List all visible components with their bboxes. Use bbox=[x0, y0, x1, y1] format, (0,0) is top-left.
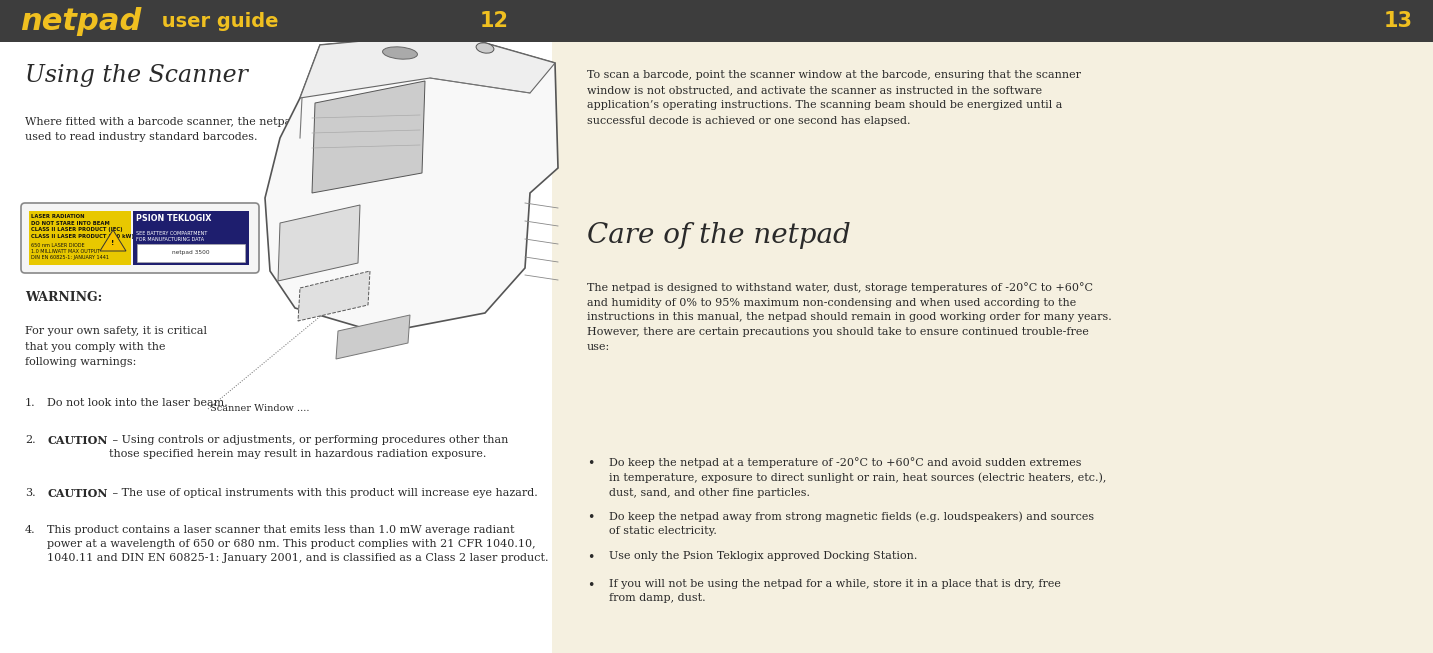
Text: – The use of optical instruments with this product will increase eye hazard.: – The use of optical instruments with th… bbox=[109, 488, 537, 498]
Text: Care of the netpad: Care of the netpad bbox=[586, 222, 850, 249]
Text: •: • bbox=[586, 511, 595, 524]
Text: 1.: 1. bbox=[24, 398, 36, 408]
Bar bbox=[29, 211, 130, 265]
Text: 3.: 3. bbox=[24, 488, 36, 498]
Polygon shape bbox=[298, 271, 370, 321]
Text: PSION TEKLOGIX: PSION TEKLOGIX bbox=[136, 214, 212, 223]
Text: user guide: user guide bbox=[155, 12, 278, 31]
Text: Use only the Psion Teklogix approved Docking Station.: Use only the Psion Teklogix approved Doc… bbox=[609, 551, 917, 561]
Polygon shape bbox=[299, 33, 555, 98]
Text: LASER RADIATION
DO NOT STARE INTO BEAM
CLASS II LASER PRODUCT (IEC)
CLASS II LAS: LASER RADIATION DO NOT STARE INTO BEAM C… bbox=[32, 214, 133, 239]
Polygon shape bbox=[312, 81, 426, 193]
Bar bbox=[552, 42, 1433, 653]
Text: WARNING:: WARNING: bbox=[24, 291, 102, 304]
Text: •: • bbox=[586, 579, 595, 592]
Text: For your own safety, it is critical
that you comply with the
following warnings:: For your own safety, it is critical that… bbox=[24, 326, 206, 367]
Text: Using the Scanner: Using the Scanner bbox=[24, 64, 248, 87]
Text: To scan a barcode, point the scanner window at the barcode, ensuring that the sc: To scan a barcode, point the scanner win… bbox=[586, 70, 1080, 125]
Text: •: • bbox=[586, 457, 595, 470]
Text: – Using controls or adjustments, or performing procedures other than
those speci: – Using controls or adjustments, or perf… bbox=[109, 435, 509, 459]
Text: 13: 13 bbox=[1384, 11, 1413, 31]
Text: netpad 3500: netpad 3500 bbox=[172, 251, 209, 255]
Text: Do keep the netpad away from strong magnetic fields (e.g. loudspeakers) and sour: Do keep the netpad away from strong magn… bbox=[609, 511, 1093, 536]
Text: Where fitted with a barcode scanner, the netpad may be
used to read industry sta: Where fitted with a barcode scanner, the… bbox=[24, 117, 342, 142]
Text: Do keep the netpad at a temperature of -20°C to +60°C and avoid sudden extremes
: Do keep the netpad at a temperature of -… bbox=[609, 457, 1106, 498]
Text: SEE BATTERY COMPARTMENT
FOR MANUFACTURING DATA: SEE BATTERY COMPARTMENT FOR MANUFACTURIN… bbox=[136, 231, 208, 242]
Text: netpad: netpad bbox=[20, 7, 142, 35]
Polygon shape bbox=[278, 205, 360, 281]
Text: CAUTION: CAUTION bbox=[47, 435, 107, 446]
Text: 650 nm LASER DIODE
1.0 MILLIWATT MAX OUTPUT
DIN EN 60825-1: JANUARY 1441: 650 nm LASER DIODE 1.0 MILLIWATT MAX OUT… bbox=[32, 243, 109, 261]
Bar bbox=[0, 0, 1433, 42]
Bar bbox=[133, 211, 249, 265]
Text: CAUTION: CAUTION bbox=[47, 488, 107, 499]
Polygon shape bbox=[335, 315, 410, 359]
Text: 2.: 2. bbox=[24, 435, 36, 445]
FancyBboxPatch shape bbox=[21, 203, 259, 273]
Text: !: ! bbox=[112, 240, 115, 246]
Text: If you will not be using the netpad for a while, store it in a place that is dry: If you will not be using the netpad for … bbox=[609, 579, 1060, 603]
Text: Scanner Window ....: Scanner Window .... bbox=[211, 404, 310, 413]
Bar bbox=[0, 42, 552, 653]
Text: The netpad is designed to withstand water, dust, storage temperatures of -20°C t: The netpad is designed to withstand wate… bbox=[586, 282, 1112, 352]
Text: •: • bbox=[586, 551, 595, 564]
Ellipse shape bbox=[476, 43, 494, 53]
Polygon shape bbox=[265, 33, 557, 333]
Text: 12: 12 bbox=[480, 11, 509, 31]
Text: 4.: 4. bbox=[24, 525, 36, 535]
Text: This product contains a laser scanner that emits less than 1.0 mW average radian: This product contains a laser scanner th… bbox=[47, 525, 549, 563]
Bar bbox=[138, 244, 245, 262]
Text: Do not look into the laser beam.: Do not look into the laser beam. bbox=[47, 398, 228, 408]
Ellipse shape bbox=[383, 47, 417, 59]
Polygon shape bbox=[100, 230, 126, 251]
